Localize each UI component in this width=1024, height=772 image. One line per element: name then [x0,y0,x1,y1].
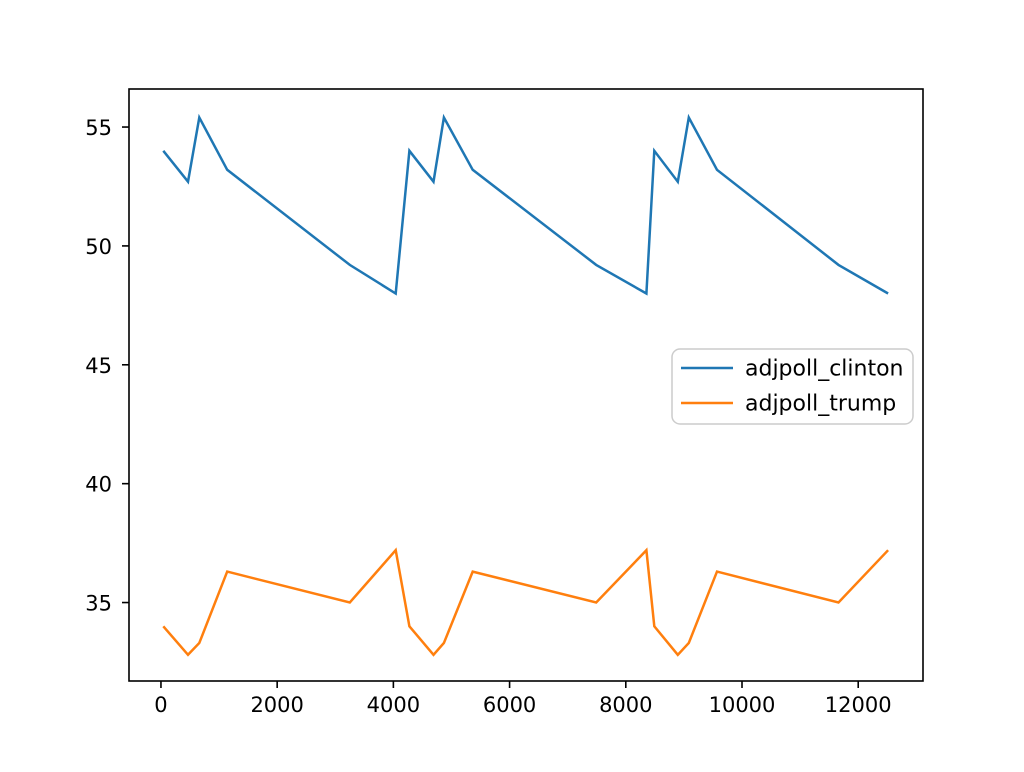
y-tick-label: 45 [85,354,112,378]
y-axis-ticks: 35 40 45 50 55 [85,116,129,616]
y-tick-label: 35 [85,592,112,616]
legend: adjpoll_clinton adjpoll_trump [671,348,914,425]
x-axis-ticks: 0 2000 4000 6000 8000 10000 12000 [154,681,892,717]
series-line-adjpoll_clinton [162,113,889,296]
series-lines [162,113,890,657]
y-tick-label: 40 [85,473,112,497]
axes-frame [128,88,924,682]
x-tick-label: 2000 [250,693,303,717]
legend-label-trump: adjpoll_trump [745,392,896,417]
x-tick-label: 8000 [599,693,652,717]
y-tick-label: 55 [85,116,112,140]
x-tick-label: 6000 [483,693,536,717]
series-line-adjpoll_trump [162,547,890,657]
y-tick-label: 50 [85,235,112,259]
x-tick-label: 10000 [709,693,776,717]
x-tick-label: 4000 [367,693,420,717]
x-tick-label: 0 [154,693,167,717]
x-tick-label: 12000 [825,693,892,717]
legend-label-clinton: adjpoll_clinton [745,357,904,382]
